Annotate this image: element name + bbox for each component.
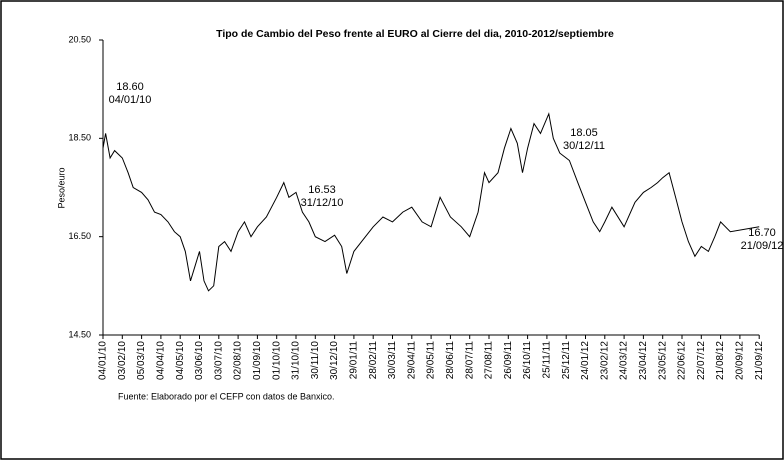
y-tick-label: 18.50 [68,133,91,143]
x-tick-label: 28/06/11 [445,341,456,380]
x-tick-label: 23/02/12 [599,341,610,380]
x-tick-label: 29/05/11 [426,341,437,380]
annotation-date: 04/01/10 [109,94,152,106]
annotation-value: 18.05 [570,127,598,139]
x-tick-label: 01/09/10 [252,341,263,380]
y-tick-label: 20.50 [68,34,91,44]
x-tick-label: 04/01/10 [98,341,109,380]
x-tick-label: 23/04/12 [638,341,649,380]
x-tick-label: 02/08/10 [233,341,244,380]
source-note: Fuente: Elaborado por el CEFP con datos … [118,391,334,401]
x-tick-label: 25/12/11 [561,341,572,380]
annotation-value: 16.53 [308,184,336,196]
x-tick-label: 20/09/12 [735,341,746,380]
x-tick-label: 21/09/12 [754,341,765,380]
x-tick-label: 30/12/10 [329,341,340,380]
x-tick-label: 03/02/10 [117,341,128,380]
x-tick-label: 03/07/10 [213,341,224,380]
x-tick-label: 03/06/10 [194,341,205,380]
x-tick-label: 30/03/11 [387,341,398,380]
x-tick-label: 26/10/11 [522,341,533,380]
x-tick-label: 21/08/12 [715,341,726,380]
y-tick-label: 14.50 [68,329,91,339]
x-tick-label: 27/08/11 [484,341,495,380]
x-tick-label: 26/09/11 [503,341,514,380]
annotation-date: 21/09/12 [741,240,784,252]
x-tick-label: 28/02/11 [368,341,379,380]
x-tick-label: 04/04/10 [156,341,167,380]
annotation-date: 31/12/10 [301,197,344,209]
x-tick-label: 05/03/10 [136,341,147,380]
chart-title: Tipo de Cambio del Peso frente al EURO a… [216,28,614,40]
y-axis-label: Peso/euro [56,167,66,208]
x-tick-label: 24/01/12 [580,341,591,380]
x-tick-label: 30/11/10 [310,341,321,380]
x-tick-label: 22/06/12 [677,341,688,380]
x-tick-label: 29/04/11 [406,341,417,380]
x-tick-label: 23/05/12 [657,341,668,380]
x-tick-label: 28/07/11 [464,341,475,380]
y-tick-label: 16.50 [68,231,91,241]
x-tick-label: 31/10/10 [291,341,302,380]
x-tick-label: 22/07/12 [696,341,707,380]
annotation-value: 16.70 [748,227,776,239]
data-line [102,112,760,292]
x-tick-label: 04/05/10 [175,341,186,380]
annotation-value: 18.60 [116,81,144,93]
x-tick-label: 24/03/12 [619,341,630,380]
annotation-date: 30/12/11 [563,140,605,152]
x-tick-label: 01/10/10 [271,341,282,380]
x-tick-label: 25/11/11 [542,341,553,379]
x-tick-label: 29/01/11 [349,341,360,380]
